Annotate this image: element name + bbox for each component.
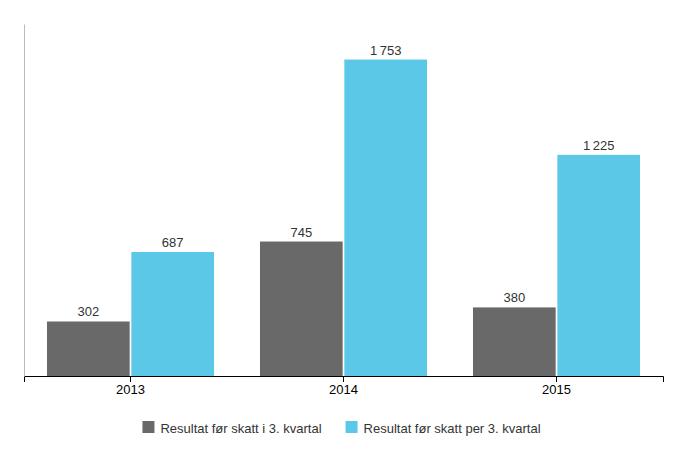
bar xyxy=(260,242,343,376)
legend-item: Resultat før skatt i 3. kvartal xyxy=(142,421,321,436)
chart: 302 745 380 687 1 753 1 225 2013 2014 2015 Result… xyxy=(0,0,683,454)
bars xyxy=(47,60,640,376)
legend-label: Resultat før skatt i 3. kvartal xyxy=(160,421,321,436)
x-tick: 2014 xyxy=(329,376,358,397)
x-tick-mark xyxy=(343,376,344,382)
bar xyxy=(47,321,130,376)
x-tick-label: 2013 xyxy=(116,382,145,397)
x-axis: 2013 2014 2015 xyxy=(25,376,664,397)
bar xyxy=(344,60,427,376)
x-tick-mark xyxy=(556,376,557,382)
x-tick-label: 2015 xyxy=(542,382,571,397)
bar xyxy=(557,155,640,376)
legend-label: Resultat før skatt per 3. kvartal xyxy=(364,421,541,436)
bar xyxy=(131,252,214,376)
data-label: 687 xyxy=(162,235,184,250)
bar-series xyxy=(131,60,640,376)
bar-series xyxy=(47,242,556,376)
legend: Resultat før skatt i 3. kvartal Resultat … xyxy=(142,421,540,436)
x-tick-label: 2014 xyxy=(329,382,358,397)
data-labels: 302 745 380 687 1 753 1 225 xyxy=(77,43,614,320)
x-tick: 2015 xyxy=(542,376,571,397)
legend-swatch xyxy=(142,421,154,433)
y-axis xyxy=(24,25,25,377)
bar xyxy=(473,307,556,376)
x-tick: 2013 xyxy=(116,376,145,397)
data-label: 380 xyxy=(503,290,525,305)
legend-item: Resultat før skatt per 3. kvartal xyxy=(346,421,541,436)
x-axis-line xyxy=(25,377,664,383)
y-axis-line xyxy=(24,25,25,377)
data-label: 302 xyxy=(77,304,99,319)
data-label: 1 225 xyxy=(583,138,615,153)
data-label: 1 753 xyxy=(370,43,402,58)
x-tick-mark xyxy=(130,376,131,382)
legend-swatch xyxy=(346,421,358,433)
data-label: 745 xyxy=(290,225,312,240)
